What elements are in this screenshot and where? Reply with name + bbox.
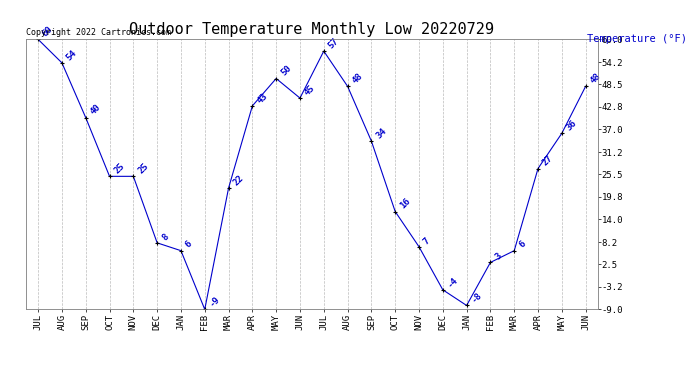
Text: 34: 34 xyxy=(374,126,388,140)
Text: 16: 16 xyxy=(398,197,412,211)
Text: 6: 6 xyxy=(184,240,194,250)
Text: 22: 22 xyxy=(231,173,246,187)
Text: 43: 43 xyxy=(255,91,269,105)
Text: 25: 25 xyxy=(112,162,126,176)
Text: 54: 54 xyxy=(65,48,79,62)
Text: 45: 45 xyxy=(303,83,317,97)
Text: Copyright 2022 Cartronics.com: Copyright 2022 Cartronics.com xyxy=(26,28,171,37)
Title: Outdoor Temperature Monthly Low 20220729: Outdoor Temperature Monthly Low 20220729 xyxy=(130,22,494,37)
Text: 60: 60 xyxy=(41,25,55,39)
Text: Temperature (°F): Temperature (°F) xyxy=(586,34,687,44)
Text: -9: -9 xyxy=(208,295,221,309)
Text: 27: 27 xyxy=(541,154,555,168)
Text: 57: 57 xyxy=(326,36,341,50)
Text: -4: -4 xyxy=(446,275,460,289)
Text: 48: 48 xyxy=(351,72,364,86)
Text: -8: -8 xyxy=(469,291,484,304)
Text: 3: 3 xyxy=(493,252,504,262)
Text: 36: 36 xyxy=(564,118,579,132)
Text: 48: 48 xyxy=(589,72,602,86)
Text: 40: 40 xyxy=(88,103,103,117)
Text: 7: 7 xyxy=(422,236,432,246)
Text: 50: 50 xyxy=(279,64,293,78)
Text: 8: 8 xyxy=(160,232,170,242)
Text: 6: 6 xyxy=(517,240,527,250)
Text: 25: 25 xyxy=(136,162,150,176)
